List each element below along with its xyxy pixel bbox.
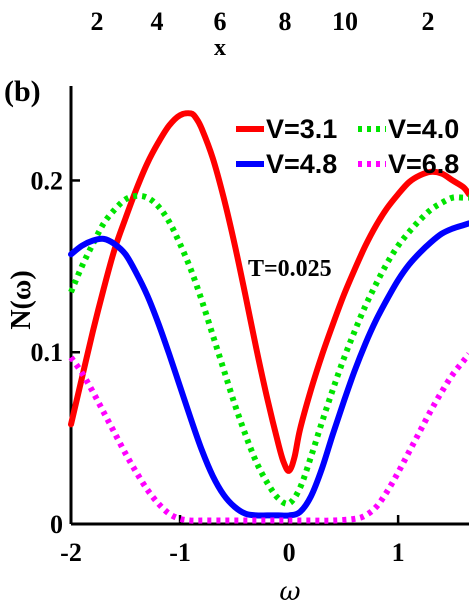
svg-text:N(ω): N(ω) bbox=[6, 270, 37, 329]
x-tick-label: 0 bbox=[283, 538, 296, 567]
series-line-v40 bbox=[71, 196, 469, 504]
y-tick-label: 0.2 bbox=[31, 166, 64, 195]
legend-label-v48: V=4.8 bbox=[266, 149, 337, 179]
series-line-v68 bbox=[71, 354, 469, 521]
top-tick-label-10: 10 bbox=[332, 7, 358, 36]
y-tick-label: 0.1 bbox=[31, 338, 64, 367]
temperature-annotation: T=0.025 bbox=[248, 256, 332, 282]
legend-label-v31: V=3.1 bbox=[266, 114, 337, 144]
y-tick-label: 0 bbox=[50, 510, 63, 539]
legend: V=3.1 V=4.0 V=4.8 V=6.8 bbox=[236, 114, 459, 179]
x-tick-label: 1 bbox=[392, 538, 405, 567]
legend-label-v40: V=4.0 bbox=[388, 114, 459, 144]
top-tick-label-4: 4 bbox=[151, 7, 164, 36]
top-tick-label-2: 2 bbox=[91, 7, 104, 36]
top-tick-label-8: 8 bbox=[279, 7, 292, 36]
panel-label: (b) bbox=[4, 75, 41, 108]
top-axis-xlabel: x bbox=[214, 35, 226, 61]
x-axis-label: ω bbox=[279, 577, 300, 607]
y-axis-label: N(ω) bbox=[6, 270, 37, 329]
legend-label-v68: V=6.8 bbox=[388, 149, 459, 179]
top-tick-label-6: 6 bbox=[214, 7, 227, 36]
x-tick-label: -1 bbox=[169, 538, 191, 567]
top-tick-label-2-right: 2 bbox=[422, 7, 435, 36]
x-tick-label: -2 bbox=[60, 538, 82, 567]
top-panel-axis: 2 4 6 8 10 2 x bbox=[91, 7, 435, 61]
